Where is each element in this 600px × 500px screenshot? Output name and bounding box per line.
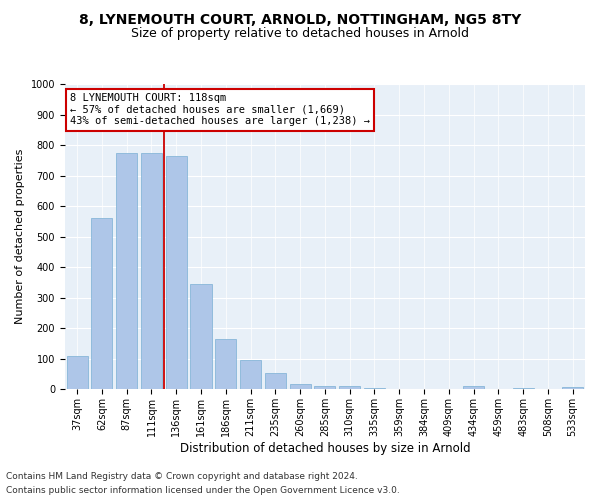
Bar bbox=[538, 389, 559, 390]
Y-axis label: Number of detached properties: Number of detached properties bbox=[15, 149, 25, 324]
X-axis label: Distribution of detached houses by size in Arnold: Distribution of detached houses by size … bbox=[179, 442, 470, 455]
Bar bbox=[91, 218, 112, 390]
Text: Contains public sector information licensed under the Open Government Licence v3: Contains public sector information licen… bbox=[6, 486, 400, 495]
Bar bbox=[215, 339, 236, 390]
Bar bbox=[141, 152, 162, 390]
Bar bbox=[116, 152, 137, 390]
Text: Size of property relative to detached houses in Arnold: Size of property relative to detached ho… bbox=[131, 28, 469, 40]
Bar bbox=[512, 388, 533, 390]
Bar bbox=[463, 386, 484, 390]
Bar bbox=[438, 389, 459, 390]
Bar bbox=[166, 156, 187, 390]
Bar bbox=[389, 389, 410, 390]
Bar bbox=[413, 389, 434, 390]
Text: Contains HM Land Registry data © Crown copyright and database right 2024.: Contains HM Land Registry data © Crown c… bbox=[6, 472, 358, 481]
Bar bbox=[364, 388, 385, 390]
Bar bbox=[339, 386, 360, 390]
Bar bbox=[488, 389, 509, 390]
Bar bbox=[240, 360, 261, 390]
Text: 8, LYNEMOUTH COURT, ARNOLD, NOTTINGHAM, NG5 8TY: 8, LYNEMOUTH COURT, ARNOLD, NOTTINGHAM, … bbox=[79, 12, 521, 26]
Bar bbox=[265, 372, 286, 390]
Bar bbox=[562, 387, 583, 390]
Text: 8 LYNEMOUTH COURT: 118sqm
← 57% of detached houses are smaller (1,669)
43% of se: 8 LYNEMOUTH COURT: 118sqm ← 57% of detac… bbox=[70, 93, 370, 126]
Bar bbox=[67, 356, 88, 390]
Bar bbox=[314, 386, 335, 390]
Bar bbox=[190, 284, 212, 390]
Bar bbox=[290, 384, 311, 390]
